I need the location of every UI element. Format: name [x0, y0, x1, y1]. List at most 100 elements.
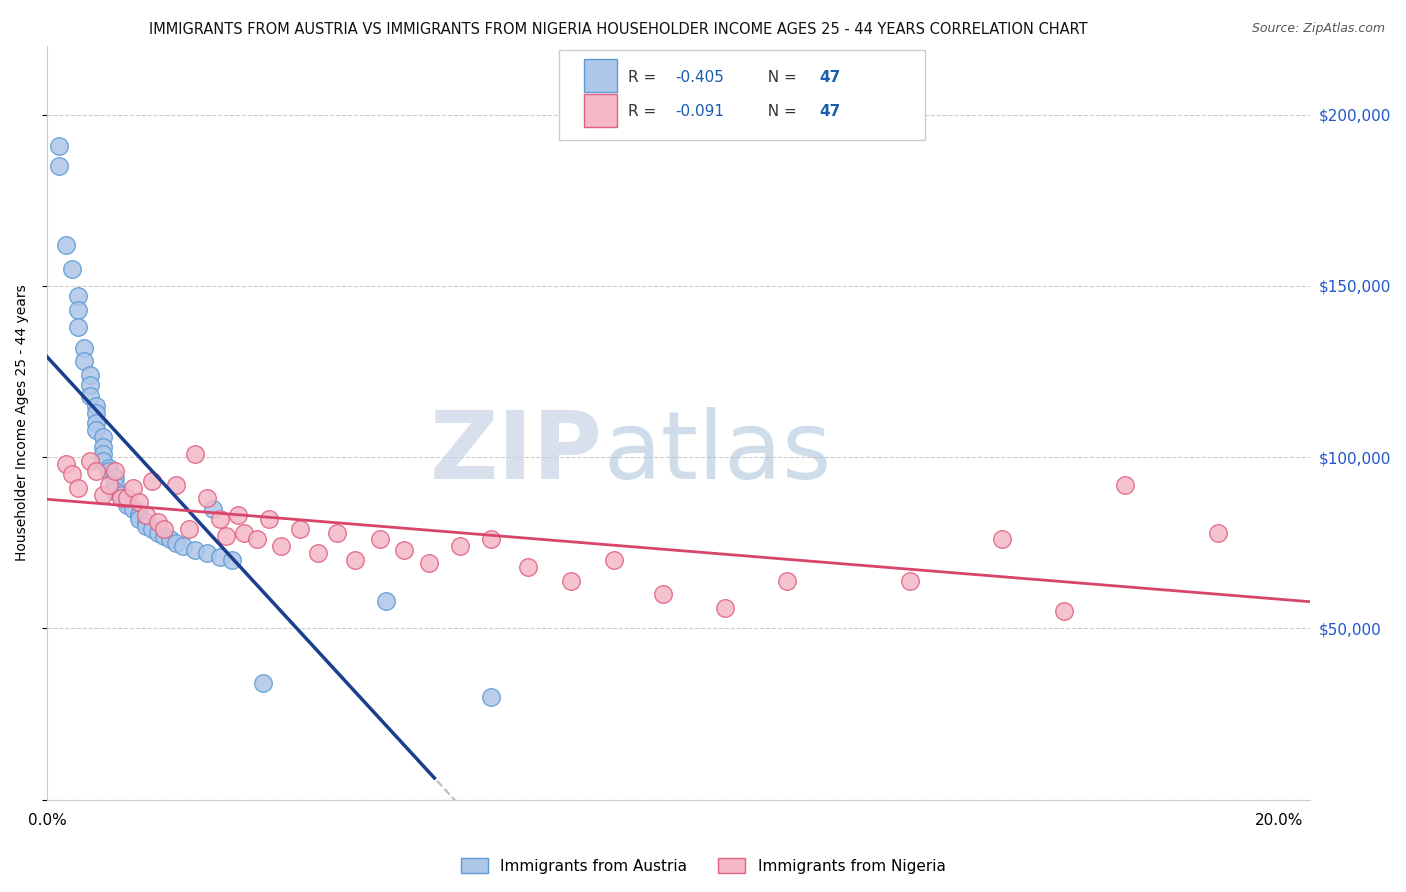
Point [122, 481, 145, 495]
Point [325, 525, 347, 540]
Point [79, 388, 101, 402]
Point [288, 522, 311, 536]
Point [368, 533, 391, 547]
Point [97, 477, 120, 491]
Point [226, 508, 249, 523]
Text: R =: R = [628, 70, 661, 85]
Y-axis label: Householder Income Ages 25 - 44 years: Householder Income Ages 25 - 44 years [15, 285, 30, 561]
Point [153, 522, 176, 536]
Point [245, 533, 267, 547]
Point [307, 546, 329, 560]
Point [97, 460, 120, 475]
Point [177, 522, 200, 536]
Point [560, 574, 582, 588]
Point [375, 594, 398, 608]
Point [91, 440, 114, 454]
Point [479, 533, 502, 547]
Point [48, 159, 70, 173]
Point [479, 690, 502, 704]
FancyBboxPatch shape [583, 94, 617, 127]
Legend: Immigrants from Austria, Immigrants from Nigeria: Immigrants from Austria, Immigrants from… [454, 852, 952, 880]
FancyBboxPatch shape [583, 60, 617, 92]
Point [159, 533, 181, 547]
Point [115, 498, 138, 512]
Point [208, 512, 231, 526]
Point [141, 474, 163, 488]
Point [104, 477, 127, 491]
Point [91, 447, 114, 461]
Point [115, 491, 138, 506]
Point [86, 423, 108, 437]
Point [1114, 477, 1136, 491]
Point [91, 453, 114, 467]
Point [91, 430, 114, 444]
Point [172, 539, 194, 553]
Point [97, 464, 120, 478]
Text: 47: 47 [818, 70, 841, 85]
Point [233, 525, 256, 540]
Text: -0.405: -0.405 [675, 70, 724, 85]
Point [775, 574, 797, 588]
Point [91, 488, 114, 502]
Point [79, 453, 101, 467]
Text: IMMIGRANTS FROM AUSTRIA VS IMMIGRANTS FROM NIGERIA HOUSEHOLDER INCOME AGES 25 - : IMMIGRANTS FROM AUSTRIA VS IMMIGRANTS FR… [149, 22, 1088, 37]
Point [344, 553, 367, 567]
Point [135, 516, 157, 530]
Point [184, 542, 207, 557]
Point [104, 464, 127, 478]
Point [48, 138, 70, 153]
Point [66, 302, 89, 317]
Point [122, 501, 145, 516]
Point [991, 533, 1014, 547]
Point [79, 378, 101, 392]
Text: 47: 47 [818, 104, 841, 120]
Point [270, 539, 292, 553]
Point [104, 471, 127, 485]
Point [66, 289, 89, 303]
Point [135, 518, 157, 533]
Point [110, 491, 132, 506]
Point [110, 488, 132, 502]
Point [128, 508, 150, 523]
Point [73, 341, 96, 355]
Point [195, 491, 218, 506]
Point [60, 467, 83, 482]
Point [195, 546, 218, 560]
Text: -0.091: -0.091 [675, 104, 724, 120]
Point [449, 539, 471, 553]
Point [221, 553, 243, 567]
Point [86, 399, 108, 413]
Point [86, 416, 108, 430]
Point [115, 495, 138, 509]
Point [1053, 604, 1076, 618]
Point [86, 464, 108, 478]
Point [79, 368, 101, 382]
Point [146, 516, 169, 530]
Point [257, 512, 280, 526]
Point [252, 676, 274, 690]
Point [128, 512, 150, 526]
Point [652, 587, 675, 601]
Point [55, 238, 77, 252]
Point [202, 501, 225, 516]
Point [146, 525, 169, 540]
Point [208, 549, 231, 564]
Text: N =: N = [758, 104, 801, 120]
Point [166, 536, 188, 550]
Point [215, 529, 238, 543]
Point [418, 557, 440, 571]
Point [73, 354, 96, 368]
FancyBboxPatch shape [558, 50, 925, 140]
Text: N =: N = [758, 70, 801, 85]
Point [603, 553, 626, 567]
Point [184, 447, 207, 461]
Text: R =: R = [628, 104, 661, 120]
Point [394, 542, 416, 557]
Point [66, 320, 89, 334]
Point [104, 484, 127, 499]
Point [516, 559, 538, 574]
Point [153, 529, 176, 543]
Point [141, 522, 163, 536]
Point [135, 508, 157, 523]
Point [66, 481, 89, 495]
